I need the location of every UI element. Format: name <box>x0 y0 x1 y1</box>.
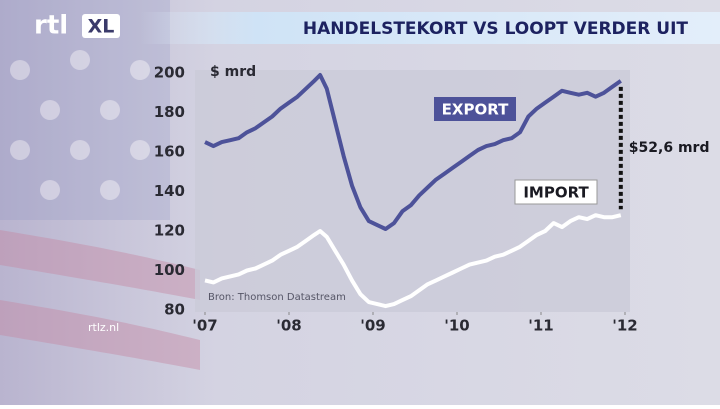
x-tick-label: '07 <box>192 317 217 335</box>
title-band <box>140 12 720 44</box>
legend-label: EXPORT <box>442 101 509 119</box>
y-unit: $ mrd <box>210 64 256 80</box>
x-tick-label: '08 <box>276 317 301 335</box>
x-tick-label: '11 <box>528 317 553 335</box>
y-tick-label: 180 <box>154 103 185 121</box>
y-tick-label: 140 <box>154 182 185 200</box>
y-tick-label: 100 <box>154 261 185 279</box>
y-tick-label: 160 <box>154 143 185 161</box>
y-tick-label: 200 <box>154 64 185 82</box>
website: rtlz.nl <box>88 321 119 334</box>
legend-label: IMPORT <box>523 184 589 202</box>
series-line <box>204 73 622 231</box>
x-tick-label: '09 <box>360 317 385 335</box>
y-tick-label: 80 <box>164 301 185 319</box>
legend-box <box>514 179 598 205</box>
series-line <box>204 213 622 309</box>
logo: rtl <box>34 11 68 41</box>
logo-badge: XL <box>88 16 115 38</box>
x-tick-label: '12 <box>612 317 637 335</box>
chart-title: HANDELSTEKORT VS LOOPT VERDER UIT <box>303 19 688 39</box>
source: Bron: Thomson Datastream <box>208 292 346 303</box>
logo-badge-box <box>82 14 120 38</box>
x-tick-label: '10 <box>444 317 469 335</box>
legend-box <box>434 97 516 121</box>
gap-label: $52,6 mrd <box>629 140 710 156</box>
y-tick-label: 120 <box>154 222 185 240</box>
